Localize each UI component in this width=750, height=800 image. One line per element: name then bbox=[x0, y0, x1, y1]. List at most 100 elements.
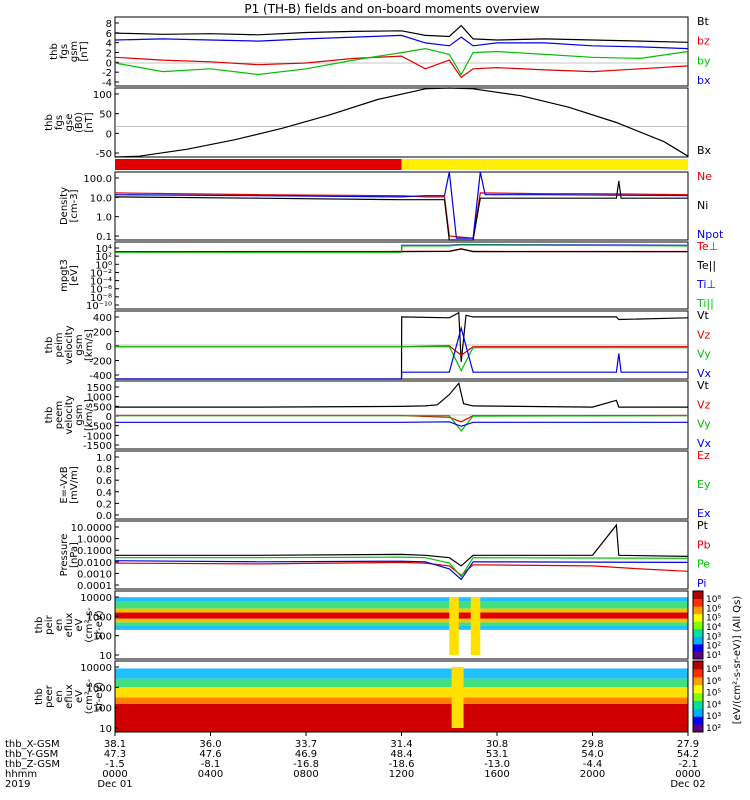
ytick-label: 6 bbox=[106, 29, 112, 40]
colorbar-tick: 10⁸ bbox=[706, 665, 721, 675]
series-line bbox=[115, 311, 689, 380]
ytick-label: 1000 bbox=[87, 393, 112, 404]
spectrogram-band bbox=[115, 608, 688, 613]
legend-entry: Ne bbox=[697, 170, 712, 183]
ylabel-line: en bbox=[54, 619, 65, 632]
ylabel-line: (B0) bbox=[74, 112, 85, 133]
ytick-label: 10⁻⁶ bbox=[90, 285, 112, 296]
ytick-label: 10 bbox=[99, 651, 112, 662]
legend-entry: Vz bbox=[697, 398, 711, 411]
ephemeris-value: -13.0 bbox=[484, 759, 510, 770]
ephemeris-value: 54.0 bbox=[581, 749, 603, 760]
ephemeris-row-label: thb_X-GSM bbox=[5, 739, 60, 750]
ylabel-line: E=-VxB bbox=[59, 466, 70, 503]
ytick-label: 400 bbox=[93, 313, 112, 324]
ylabel-line: sr-eV) bbox=[94, 682, 105, 711]
legend-entry: Vx bbox=[697, 437, 712, 450]
ytick-label: 10⁻⁸ bbox=[90, 293, 112, 304]
panel-peir-spectrogram: 10000 1000 100 10 thb peir en eflux eV (cm²-s-sr-… bbox=[34, 590, 689, 662]
colorbar-swatch bbox=[693, 700, 703, 709]
colorbars: 10⁸10⁶10⁵10⁴10³10²10¹10⁸10⁶10⁵10⁴10³10²[… bbox=[692, 590, 743, 734]
series-line bbox=[114, 34, 689, 50]
legend-entry: Ez bbox=[697, 449, 710, 462]
legend-entry: Bx bbox=[697, 144, 712, 157]
legend-entry: Ni bbox=[697, 199, 708, 212]
colorbar-swatch bbox=[693, 676, 703, 686]
colorbar-tick: 10⁵ bbox=[706, 614, 721, 624]
ephemeris-value: 0400 bbox=[198, 769, 223, 780]
ytick-label: 10 bbox=[99, 724, 112, 735]
ytick-label: 0.0100 bbox=[77, 558, 112, 569]
spectrogram-band bbox=[115, 597, 688, 602]
legend-entry: Vt bbox=[697, 309, 710, 322]
ylabel-line: [eV] bbox=[69, 265, 80, 286]
ephemeris-value: 29.8 bbox=[581, 739, 603, 750]
ephemeris-value: -8.1 bbox=[201, 759, 221, 770]
series-line bbox=[115, 346, 688, 372]
legend-entry: Ey bbox=[697, 478, 711, 491]
legend-entry: Vx bbox=[697, 367, 712, 380]
ytick-label: 8 bbox=[106, 19, 112, 30]
ephemeris-value: 53.1 bbox=[486, 749, 508, 760]
ylabel-line: peem bbox=[54, 401, 65, 429]
legend-entry: Ex bbox=[697, 507, 711, 520]
colorbar-swatch bbox=[693, 613, 703, 622]
ephemeris-value: 0800 bbox=[293, 769, 318, 780]
spectrogram-band bbox=[115, 687, 688, 698]
year-label: 2019 bbox=[5, 779, 30, 790]
spectrogram-band bbox=[115, 625, 688, 630]
colorbar-swatch bbox=[693, 621, 703, 630]
colorbar-tick: 10⁶ bbox=[706, 677, 721, 687]
ytick-label: 10⁻⁴ bbox=[90, 277, 112, 288]
colorbar-tick: 10⁵ bbox=[706, 689, 721, 699]
ylabel-line: peer bbox=[44, 684, 55, 708]
ephemeris-value: 36.0 bbox=[199, 739, 221, 750]
ytick-label: 0 bbox=[106, 129, 112, 140]
legend-entry: Te⊥ bbox=[696, 240, 718, 253]
colorbar-swatch bbox=[693, 606, 703, 615]
ytick-label: 0 bbox=[106, 412, 112, 423]
ephemeris-value: 48.4 bbox=[390, 749, 412, 760]
ytick-label: 10⁰ bbox=[95, 260, 112, 271]
ephemeris-value: -18.6 bbox=[389, 759, 415, 770]
ylabel-line: mpgt3 bbox=[59, 259, 70, 292]
colorbar-swatch bbox=[693, 692, 703, 701]
ephemeris-value: 0000 bbox=[675, 769, 700, 780]
colorbar-swatch bbox=[693, 684, 703, 694]
legend-entry: Pi bbox=[697, 577, 706, 590]
ephemeris-value: 33.7 bbox=[295, 739, 317, 750]
panel-frame bbox=[114, 241, 689, 310]
ylabel-line: gsm bbox=[69, 41, 80, 62]
series-line bbox=[114, 55, 689, 79]
series-line bbox=[114, 24, 689, 43]
ytick-label: -50 bbox=[96, 149, 112, 160]
series-line bbox=[115, 556, 689, 578]
ytick-label: 4 bbox=[106, 39, 112, 50]
mode-segment bbox=[401, 159, 688, 170]
ytick-label: 0.6 bbox=[96, 476, 112, 487]
ytick-label: 10² bbox=[95, 252, 112, 263]
ytick-label: 100 bbox=[93, 704, 112, 715]
spectrogram-band bbox=[115, 704, 688, 732]
ylabel-line: [cm-3] bbox=[69, 189, 80, 222]
ytick-label: 200 bbox=[93, 328, 112, 339]
legend-entry: bz bbox=[697, 35, 710, 48]
ephemeris-value: 1600 bbox=[484, 769, 509, 780]
mode-segment bbox=[115, 159, 402, 170]
ephemeris-value: 47.6 bbox=[199, 749, 221, 760]
ylabel-line: gsm bbox=[74, 404, 85, 425]
series-line bbox=[115, 415, 689, 432]
ylabel-line: thb bbox=[49, 43, 60, 60]
colorbar-tick: 10² bbox=[706, 724, 721, 734]
colorbar-label: [eV/(cm²-s-sr-eV)] (All Qs) bbox=[732, 596, 743, 725]
ytick-label: 10000 bbox=[80, 663, 112, 674]
ylabel-line: [nPa] bbox=[69, 542, 80, 568]
legend-entry: Vy bbox=[697, 418, 711, 431]
colorbar-swatch bbox=[693, 598, 703, 607]
ylabel-line: thb bbox=[44, 114, 55, 131]
ylabel-line: velocity bbox=[64, 395, 75, 434]
ylabel-line: eflux bbox=[64, 613, 75, 638]
